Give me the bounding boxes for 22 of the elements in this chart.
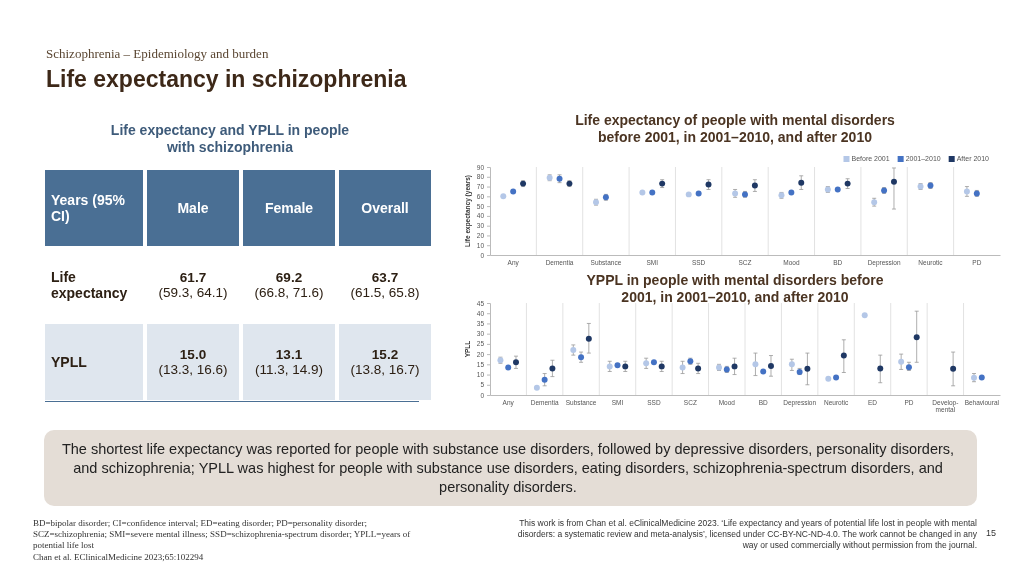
text: 15.0 (13.3, 16.6) xyxy=(158,347,228,377)
category-label: Male xyxy=(147,170,239,246)
category-label: Overall xyxy=(339,170,431,246)
text: Years (95% CI) xyxy=(45,170,143,246)
text: The shortest life expectancy was reported for people with substance use disorders, followed by depressive disorders, personality disorders, and schizophrenia; YPLL was highest for people with substance use disorders, eating disorders, schizophrenia-spectrum disorders, and personality disorders. xyxy=(60,440,956,497)
text: 61.7 (59.3, 64.1) xyxy=(158,270,228,300)
text: Chan et al. EClinicalMedicine 2023;65:102294 xyxy=(33,552,205,562)
category-label: YPLL xyxy=(51,354,87,370)
text: 13.1 (11.3, 14.9) xyxy=(254,347,324,377)
text: Schizophrenia – Epidemiology and burden xyxy=(46,46,270,62)
text: Life expectancy and YPLL in people with schizophrenia xyxy=(110,122,350,156)
chart-title: YPPL in people with mental disorders before 2001, in 2001–2010, and after 2010 xyxy=(585,272,885,306)
text: 15.2 (13.8, 16.7) xyxy=(350,347,420,377)
text: BD=bipolar disorder; CI=confidence interval; ED=eating disorder; PD=personality disorder; SCZ=schizophrenia; SMI=severe mental illness; SSD=schizophrenia-spectrum disorder; YPLL=years of potential life lost xyxy=(33,518,412,551)
chart-title: Life expectancy of people with mental disorders before 2001, in 2001–2010, and after 2010 xyxy=(574,112,896,146)
category-label: Life expectancy xyxy=(51,269,128,301)
text: 15 xyxy=(986,528,997,538)
category-label: Female xyxy=(243,170,335,246)
text: Life expectancy in schizophrenia xyxy=(46,66,408,93)
text: 63.7 (61.5, 65.8) xyxy=(350,270,420,300)
text: 69.2 (66.8, 71.6) xyxy=(254,270,324,300)
text: This work is from Chan et al. eClinicalMedicine 2023. ‘Life expectancy and years of potential life lost in people with mental disorders: a systematic review and meta-analysis’, licensed under CC-BY-NC-ND-4.0. The work cannot be changed in any way or used commercially without permission from the journal. xyxy=(516,518,977,551)
